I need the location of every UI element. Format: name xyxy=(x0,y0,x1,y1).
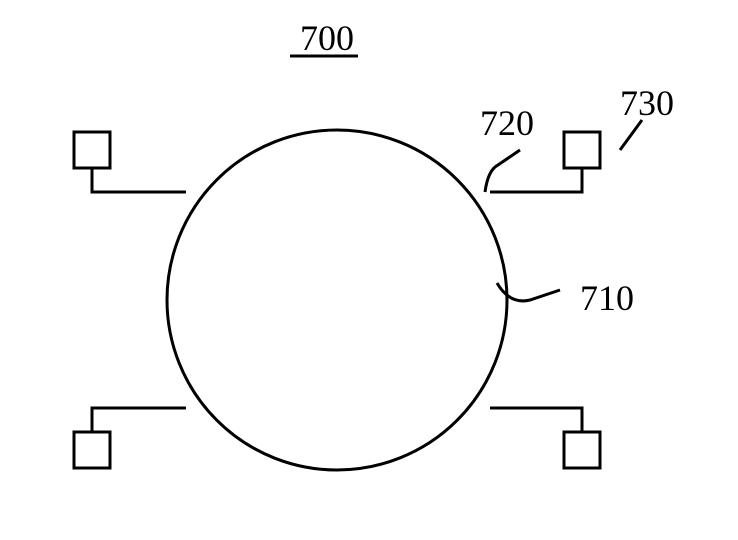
arm-top-right xyxy=(490,168,582,192)
pad-bottom-left xyxy=(74,432,110,468)
callout-730-leader xyxy=(620,120,642,150)
callout-710-label: 710 xyxy=(580,278,634,318)
callout-720-label: 720 xyxy=(480,103,534,143)
arm-bottom-right xyxy=(490,408,582,432)
main-body-circle xyxy=(167,130,507,470)
arm-top-left xyxy=(92,168,186,192)
pad-bottom-right xyxy=(564,432,600,468)
schematic-diagram: 700 710 720 730 xyxy=(0,0,738,540)
callout-730-label: 730 xyxy=(620,83,674,123)
arm-bottom-left xyxy=(92,408,186,432)
figure-number-label: 700 xyxy=(300,18,354,58)
pad-top-right xyxy=(564,132,600,168)
pad-top-left xyxy=(74,132,110,168)
callout-720-leader xyxy=(485,150,520,192)
